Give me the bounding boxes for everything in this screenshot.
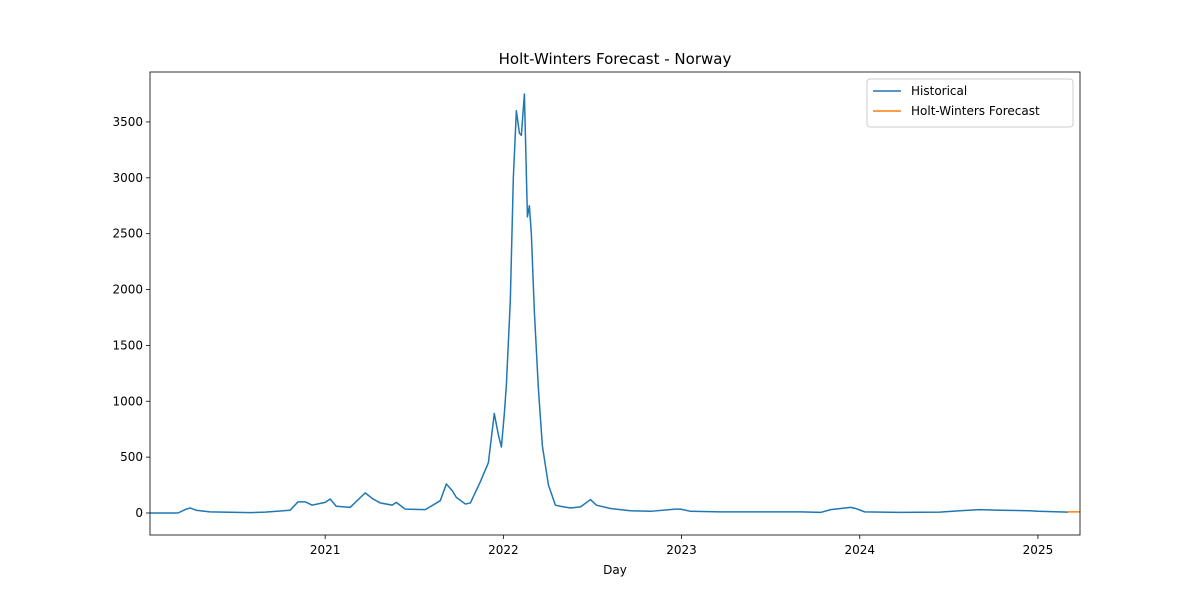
x-tick-label: 2024 xyxy=(844,543,875,557)
x-tick-label: 2023 xyxy=(666,543,697,557)
x-tick-label: 2025 xyxy=(1023,543,1054,557)
legend-box xyxy=(866,78,1074,128)
y-tick-label: 1000 xyxy=(112,394,143,408)
y-tick-label: 500 xyxy=(120,450,143,464)
axes-frame xyxy=(149,71,1081,536)
y-tick-label: 3000 xyxy=(112,171,143,185)
y-tick-label: 2500 xyxy=(112,227,143,241)
series-line xyxy=(150,93,1069,514)
y-tick-label: 0 xyxy=(135,506,143,520)
y-tick-label: 2000 xyxy=(112,283,143,297)
legend-label: Holt-Winters Forecast xyxy=(911,104,1040,118)
x-tick-label: 2021 xyxy=(310,543,341,557)
x-tick-label: 2022 xyxy=(488,543,519,557)
y-tick-label: 1500 xyxy=(112,338,143,352)
chart-title: Holt-Winters Forecast - Norway xyxy=(499,50,732,68)
y-tick-label: 3500 xyxy=(112,115,143,129)
x-axis-label: Day xyxy=(603,563,627,577)
legend-label: Historical xyxy=(911,84,967,98)
